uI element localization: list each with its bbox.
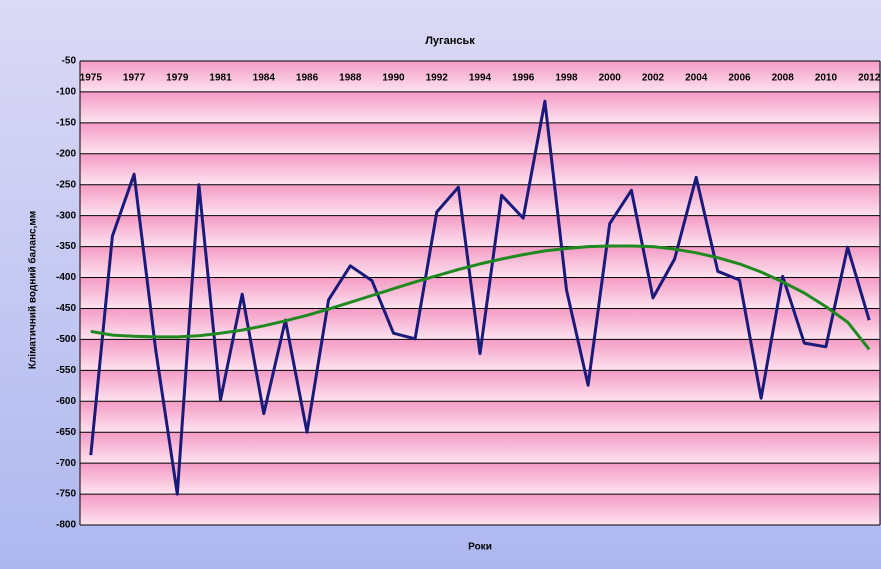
y-tick-label: -800 [56,520,76,531]
plot-band [80,184,880,216]
x-tick-label: 1975 [80,73,103,84]
data-line [89,99,871,496]
x-tick-label: 2008 [772,73,795,84]
plot-band [80,370,880,402]
x-tick-label: 1988 [339,73,362,84]
x-tick-label: 1992 [426,73,449,84]
y-tick-label: -150 [56,118,76,129]
x-tick-label: 1998 [555,73,578,84]
x-axis-label: Роки [468,542,492,553]
y-tick-label: -250 [56,179,76,190]
y-tick-label: -650 [56,427,76,438]
plot-band [80,215,880,247]
x-tick-label: 1979 [166,73,189,84]
y-tick-label: -750 [56,489,76,500]
x-tick-label: 2006 [728,73,751,84]
plot-band [80,91,880,123]
x-tick-label: 1990 [382,73,405,84]
x-tick-label: 1996 [512,73,535,84]
y-tick-label: -200 [56,148,76,159]
x-tick-label: 2012 [858,73,881,84]
plot-band [80,463,880,495]
y-tick-label: -550 [56,365,76,376]
plot-band [80,246,880,278]
chart-title: Луганськ [425,35,475,47]
x-tick-label: 1977 [123,73,146,84]
plot-band [80,432,880,464]
x-tick-label: 1986 [296,73,319,84]
plot-band [80,401,880,433]
y-tick-label: -400 [56,272,76,283]
y-tick-label: -600 [56,396,76,407]
data-line [90,244,871,351]
x-tick-label: 2010 [815,73,838,84]
y-tick-label: -450 [56,303,76,314]
x-tick-label: 2004 [685,73,708,84]
x-tick-label: 1994 [469,73,492,84]
y-tick-label: -700 [56,458,76,469]
y-tick-label: -100 [56,87,76,98]
y-tick-label: -300 [56,210,76,221]
plot-band [80,153,880,185]
plot-band [80,494,880,525]
x-tick-label: 1981 [209,73,232,84]
plot-band [80,277,880,309]
x-tick-label: 2002 [642,73,665,84]
y-tick-label: -500 [56,334,76,345]
x-tick-label: 2000 [599,73,622,84]
plot-band [80,122,880,154]
x-tick-label: 1984 [253,73,276,84]
y-tick-label: -350 [56,241,76,252]
plot-band [80,61,880,92]
y-axis-label: Кліматичний водний баланс,мм [27,211,39,369]
y-tick-label: -50 [62,56,77,67]
